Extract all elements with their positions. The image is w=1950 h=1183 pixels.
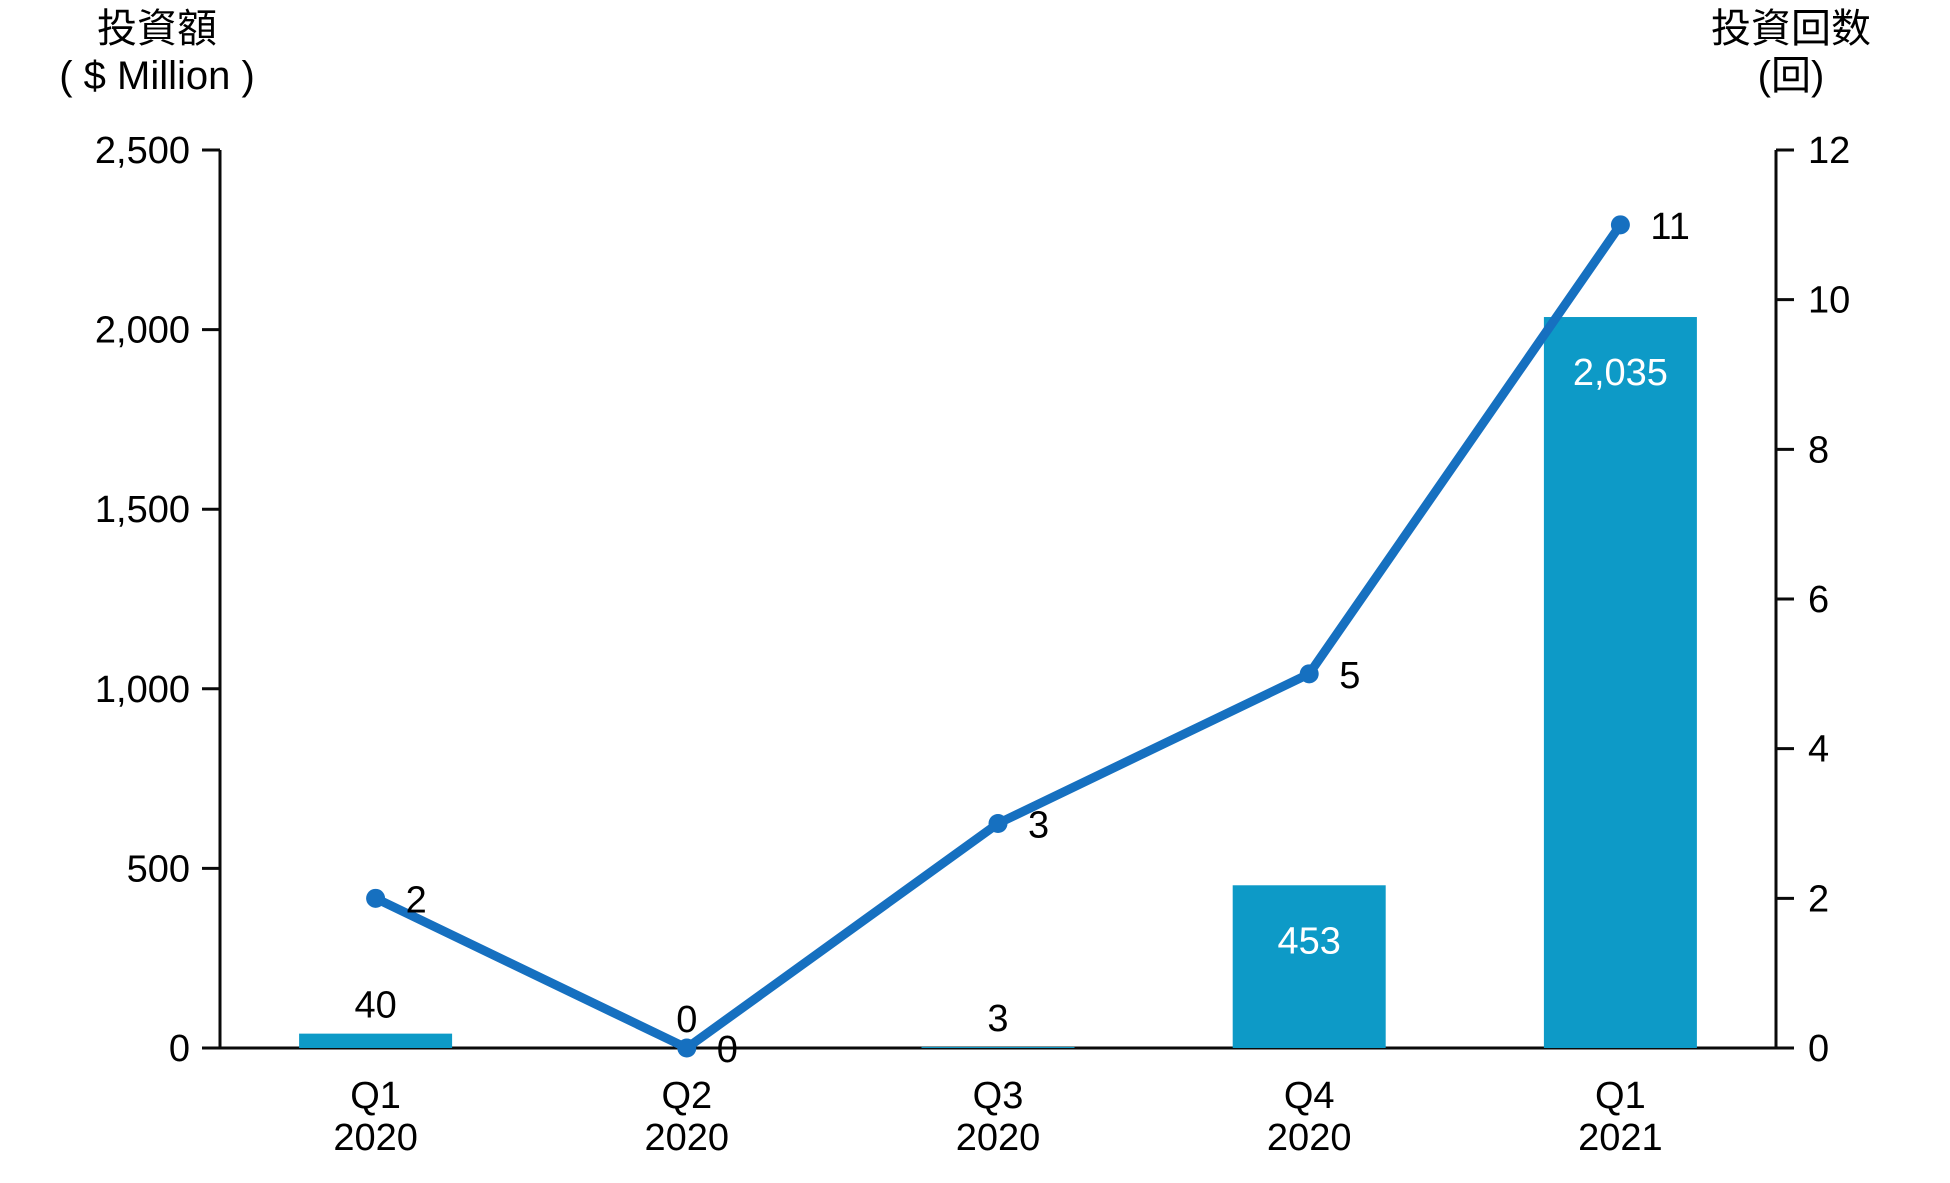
right-axis-tick-label: 6 [1808, 579, 1829, 621]
bar [921, 1046, 1075, 1048]
bar [299, 1033, 453, 1048]
bar-data-label: 453 [1277, 920, 1340, 962]
left-axis-tick-label: 1,500 [95, 489, 190, 531]
x-axis-label-quarter: Q4 [1284, 1075, 1335, 1117]
x-axis-label-year: 2021 [1578, 1117, 1663, 1159]
x-axis-label-quarter: Q1 [350, 1075, 401, 1117]
bar-data-label: 40 [354, 985, 396, 1027]
right-axis-tick-label: 2 [1808, 878, 1829, 920]
right-axis-tick-label: 10 [1808, 280, 1850, 322]
x-axis-label-quarter: Q3 [973, 1075, 1024, 1117]
bar-data-label: 2,035 [1573, 352, 1668, 394]
right-axis-title: 投資回数 (回) [1656, 6, 1926, 100]
line-data-label: 11 [1650, 206, 1689, 248]
bar-data-label: 0 [676, 999, 697, 1041]
right-axis-title-line1: 投資回数 [1711, 7, 1871, 51]
left-axis-tick-label: 1,000 [95, 669, 190, 711]
x-axis-label-year: 2020 [333, 1117, 418, 1159]
left-axis-title-line2: ( $ Million ) [59, 54, 255, 98]
left-axis-tick-label: 0 [169, 1028, 190, 1070]
left-axis-tick-label: 2,000 [95, 310, 190, 352]
line-data-label: 0 [717, 1029, 738, 1071]
line-data-label: 2 [406, 879, 427, 921]
bar [1543, 317, 1697, 1048]
line-data-label: 5 [1339, 655, 1360, 697]
line-point [677, 1038, 697, 1058]
left-axis-tick-label: 2,500 [95, 130, 190, 172]
left-axis-title: 投資額 ( $ Million ) [22, 6, 292, 100]
line-point [1610, 215, 1630, 235]
x-axis-label-quarter: Q1 [1595, 1075, 1646, 1117]
right-axis-tick-label: 0 [1808, 1028, 1829, 1070]
right-axis-tick-label: 4 [1808, 729, 1829, 771]
right-axis-tick-label: 12 [1808, 130, 1850, 172]
line-point [988, 814, 1008, 833]
x-axis-label-year: 2020 [956, 1117, 1041, 1159]
bar [1232, 885, 1386, 1048]
line-data-label: 3 [1028, 805, 1049, 847]
bar-data-label: 3 [987, 998, 1008, 1040]
right-axis-tick-label: 8 [1808, 429, 1829, 471]
line-point [366, 888, 386, 908]
left-axis-title-line1: 投資額 [97, 7, 217, 51]
line-point [1299, 664, 1319, 684]
x-axis-label-year: 2020 [1267, 1117, 1352, 1159]
line-series [371, 220, 1625, 1053]
x-axis-label-quarter: Q2 [661, 1075, 712, 1117]
x-axis-label-year: 2020 [645, 1117, 730, 1159]
right-axis-title-line2: (回) [1757, 54, 1825, 98]
left-axis-tick-label: 500 [127, 848, 190, 890]
